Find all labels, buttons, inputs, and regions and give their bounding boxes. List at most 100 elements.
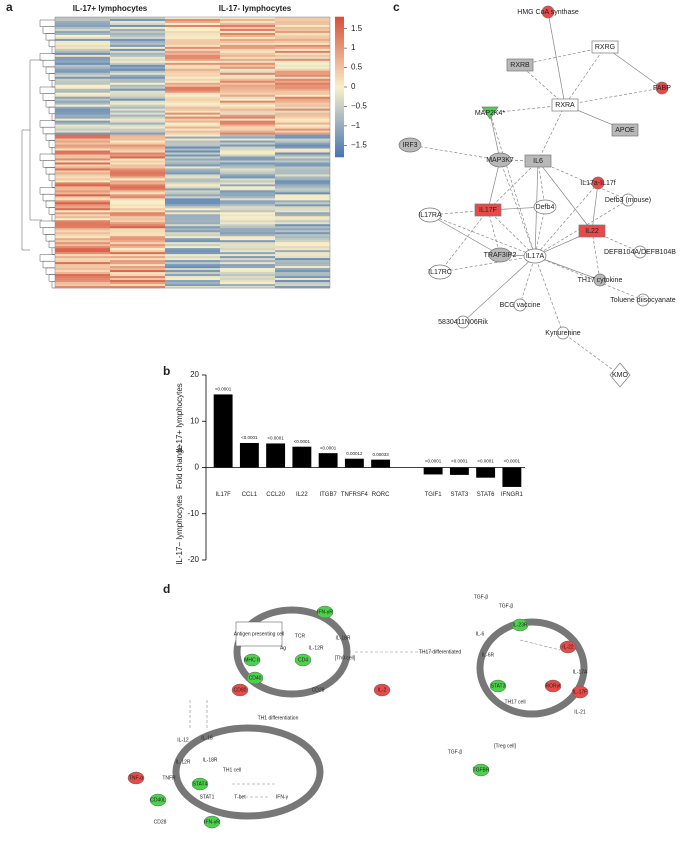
colorbar-step [335, 119, 344, 123]
heatmap-cell [110, 128, 165, 131]
heatmap-cell [275, 232, 330, 235]
network-node [591, 176, 605, 190]
heatmap-cell [275, 18, 330, 22]
heatmap-cell [275, 278, 330, 281]
network-node [524, 154, 552, 168]
heatmap-cell [110, 50, 165, 54]
heatmap-cell [275, 268, 330, 271]
pathway-label: TH1 differentiation [258, 715, 299, 721]
heatmap-cell [55, 70, 110, 74]
heatmap-cell [110, 222, 165, 225]
heatmap-cell [220, 268, 275, 271]
colorbar-step [335, 152, 344, 155]
pathway-label: TH17 cell [504, 699, 525, 705]
network-edge [537, 160, 546, 208]
heatmap-cell [275, 98, 330, 101]
heatmap-cell [110, 200, 165, 203]
heatmap-cell [165, 122, 220, 125]
network-node [609, 362, 631, 388]
heatmap-cell [165, 178, 220, 181]
heatmap-cell [55, 198, 110, 201]
pathway-label: [Treg cell] [494, 743, 516, 749]
heatmap-cell [55, 182, 110, 185]
heatmap-cell [220, 220, 275, 223]
heatmap-cell [55, 216, 110, 219]
x-tick-label: IL17F [215, 492, 231, 498]
heatmap-cell [220, 182, 275, 185]
heatmap-cell [165, 262, 220, 265]
pathway-node [294, 653, 312, 667]
heatmap-cell [55, 52, 110, 56]
heatmap-cell [55, 18, 110, 22]
heatmap-cell [165, 64, 220, 68]
heatmap-cell [55, 152, 110, 155]
heatmap-cell [165, 112, 220, 115]
heatmap-cell [275, 174, 330, 177]
heatmap-cell [55, 84, 110, 88]
heatmap-cell [220, 176, 275, 179]
heatmap-cell [110, 212, 165, 215]
heatmap-cell [220, 208, 275, 211]
heatmap-cell [55, 184, 110, 187]
heatmap-cell [55, 150, 110, 153]
heatmap-cell [165, 144, 220, 147]
heatmap-cell [165, 52, 220, 56]
heatmap-cell [55, 212, 110, 215]
heatmap-cell [165, 66, 220, 70]
heatmap-cell [220, 166, 275, 169]
heatmap-cell [220, 24, 275, 28]
heatmap-cell [220, 44, 275, 48]
heatmap-cell [165, 174, 220, 177]
heatmap-cell [110, 108, 165, 111]
heatmap-cell [165, 26, 220, 30]
heatmap-cell [110, 132, 165, 135]
heatmap-cell [275, 286, 330, 289]
heatmap-cell [275, 40, 330, 44]
heatmap-cell [55, 148, 110, 151]
network-edge [591, 230, 601, 281]
heatmap-cell [220, 146, 275, 149]
pathway-label: TNF-α [129, 775, 143, 781]
heatmap-cell [165, 46, 220, 50]
heatmap-cell [275, 238, 330, 241]
network-node [636, 293, 650, 307]
heatmap-cell [110, 224, 165, 227]
pathway-label: IL-18R [335, 635, 350, 641]
network-edge [534, 255, 644, 301]
heatmap-cell [165, 78, 220, 82]
network-edge [519, 46, 606, 66]
network-edge [537, 160, 593, 232]
colorbar-step [335, 37, 344, 41]
heatmap-cell [55, 162, 110, 165]
heatmap-cell [275, 244, 330, 247]
heatmap-cell [220, 204, 275, 207]
heatmap-cell [110, 244, 165, 247]
heatmap-cell [275, 254, 330, 257]
heatmap-cell [220, 118, 275, 121]
pathway-label: STAT3 [491, 683, 506, 689]
heatmap-cell [275, 250, 330, 253]
heatmap-cell [55, 104, 110, 107]
heatmap-cell [55, 202, 110, 205]
colorbar-step [335, 82, 344, 85]
heatmap-cell [110, 96, 165, 99]
colorbar-step [335, 68, 344, 71]
heatmap-cell [55, 28, 110, 32]
heatmap-cell [275, 72, 330, 76]
network-edge [487, 209, 501, 256]
heatmap-cell [275, 76, 330, 80]
heatmap-cell [110, 60, 165, 64]
heatmap-cell [110, 234, 165, 237]
heatmap-cell [55, 280, 110, 283]
network-edge [487, 159, 501, 211]
x-tick-label: CCL1 [242, 492, 258, 498]
heatmap-cell [110, 174, 165, 177]
heatmap-cell [110, 270, 165, 273]
heatmap-cell [110, 118, 165, 121]
y-axis-label: IL-17− lymphocytes [175, 495, 184, 565]
heatmap-cell [165, 62, 220, 66]
heatmap-cell [110, 242, 165, 245]
heatmap-cell [55, 206, 110, 209]
p-value-label: <0.0001 [241, 435, 258, 440]
heatmap-cell [220, 114, 275, 117]
